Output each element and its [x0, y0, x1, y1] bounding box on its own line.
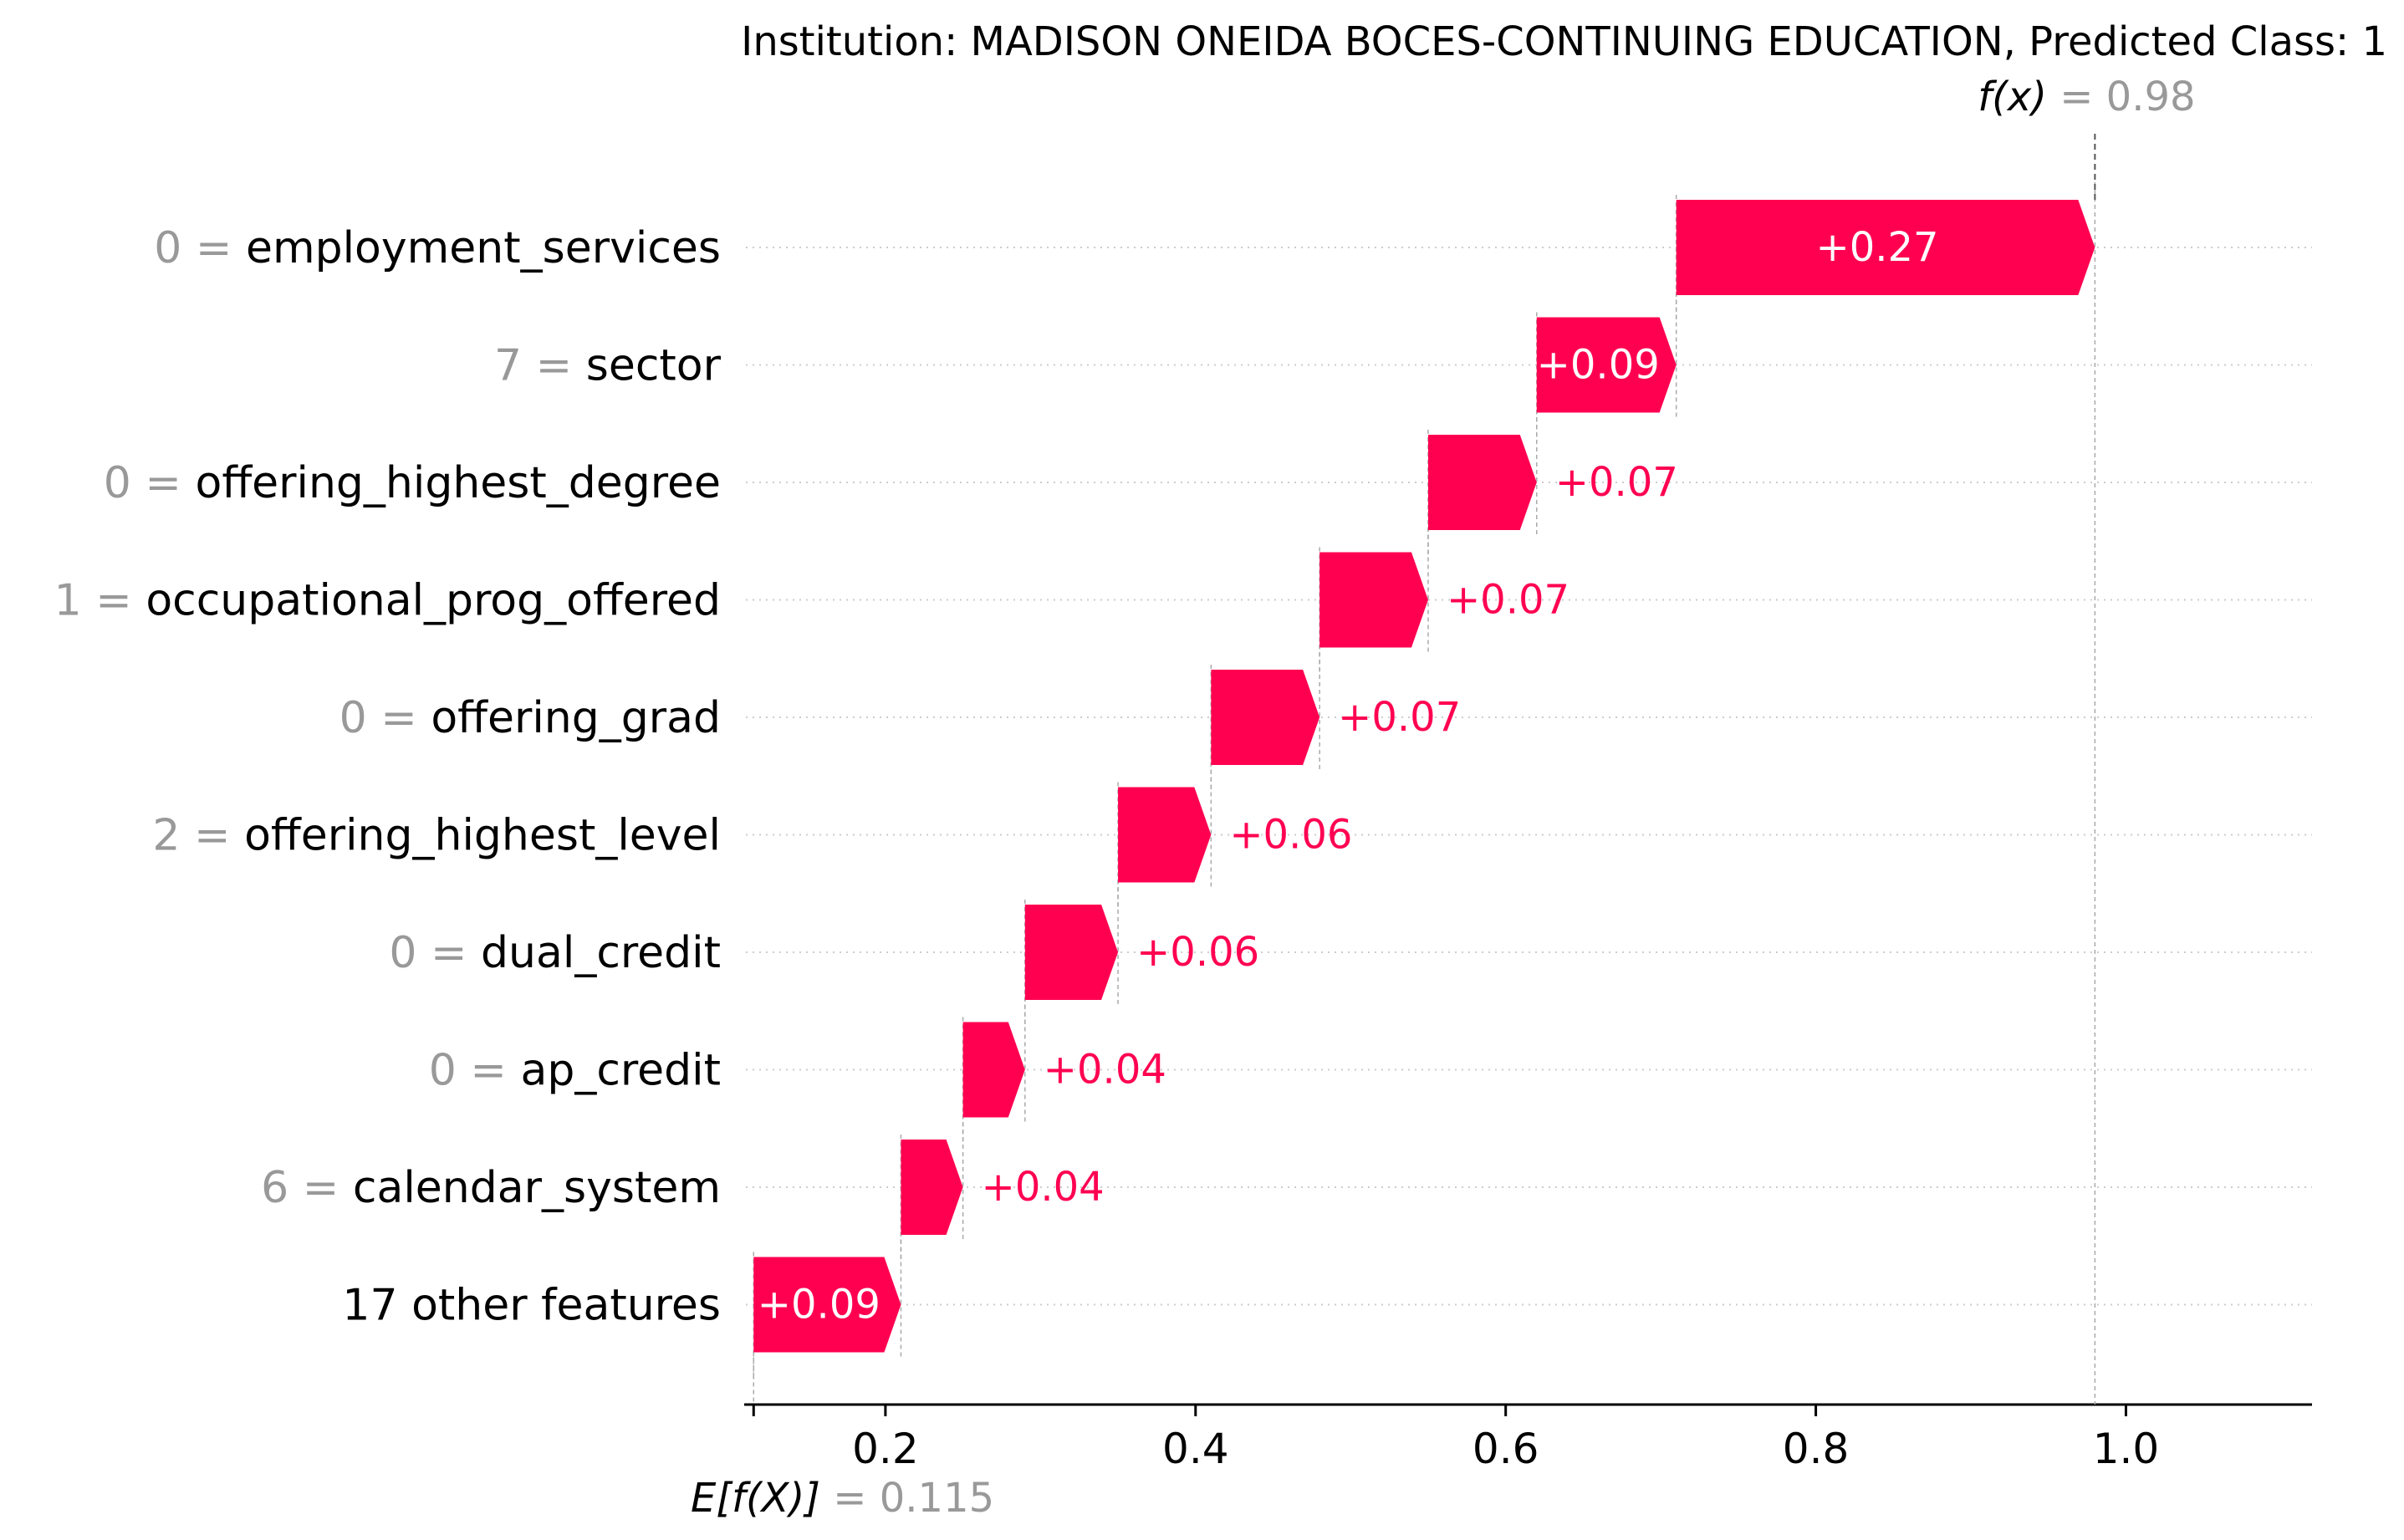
- bar-value-label: +0.04: [1044, 1047, 1166, 1094]
- bar-occupational-prog-offered: [1319, 552, 1428, 648]
- bar-17-other-features: [753, 1257, 901, 1353]
- output-value-label: f(x) = 0.98: [1978, 74, 2195, 120]
- feature-label: 1 = occupational_prog_offered: [54, 576, 721, 626]
- feature-label: 0 = ap_credit: [429, 1046, 721, 1096]
- bar-offering-grad: [1211, 670, 1320, 765]
- feature-label: 0 = employment_services: [154, 223, 721, 273]
- feature-labels: 0 = employment_services 7 = sector 0 = off…: [54, 223, 722, 1331]
- bar-sector: [1536, 317, 1677, 413]
- grid-layer: [746, 247, 2312, 1306]
- x-tick-label: 0.6: [1473, 1425, 1539, 1473]
- bar-calendar-system: [901, 1140, 963, 1235]
- bar-value-label: +0.06: [1136, 929, 1259, 976]
- bar-value-label: +0.07: [1447, 577, 1569, 624]
- x-tick-label: 0.8: [1783, 1425, 1850, 1473]
- feature-label: 7 = sector: [494, 341, 722, 391]
- bar-ap-credit: [962, 1022, 1025, 1118]
- base-value-label: E[f(X)] = 0.115: [691, 1475, 994, 1522]
- bar-value-label: +0.27: [1815, 224, 1938, 271]
- x-tick-label: 0.4: [1162, 1425, 1229, 1473]
- bar-value-label: +0.09: [1537, 342, 1660, 389]
- bar-value-label: +0.07: [1555, 459, 1678, 506]
- x-axis: 0.2 0.4 0.6 0.8 1.0: [744, 1403, 2312, 1473]
- chart-title: Institution: MADISON ONEIDA BOCES-CONTIN…: [741, 18, 2387, 65]
- feature-label: 0 = offering_highest_degree: [104, 458, 721, 508]
- x-tick-label: 0.2: [852, 1425, 919, 1473]
- bar-value-label: +0.06: [1229, 812, 1352, 859]
- feature-label: 17 other features: [342, 1281, 721, 1331]
- bar-employment-services: [1676, 200, 2095, 295]
- bar-value-label: +0.07: [1338, 694, 1461, 741]
- bar-offering-highest-level: [1118, 787, 1212, 883]
- feature-label: 6 = calendar_system: [261, 1163, 721, 1213]
- feature-label: 2 = offering_highest_level: [152, 811, 721, 861]
- bar-value-label: +0.09: [758, 1282, 880, 1328]
- x-tick-label: 1.0: [2093, 1425, 2160, 1473]
- bar-layer: +0.27 +0.09 +0.07 +0.07 +0.07 +0.06 +0.06 +0.04…: [753, 200, 2095, 1353]
- bar-dual-credit: [1024, 905, 1119, 1000]
- output-value-annotation: f(x) = 0.98: [1978, 74, 2196, 1405]
- base-value-annotation: E[f(X)] = 0.115: [691, 1352, 994, 1522]
- bar-value-label: +0.04: [982, 1164, 1105, 1211]
- feature-label: 0 = dual_credit: [389, 928, 721, 978]
- feature-label: 0 = offering_grad: [339, 693, 721, 743]
- bar-offering-highest-degree: [1427, 435, 1537, 530]
